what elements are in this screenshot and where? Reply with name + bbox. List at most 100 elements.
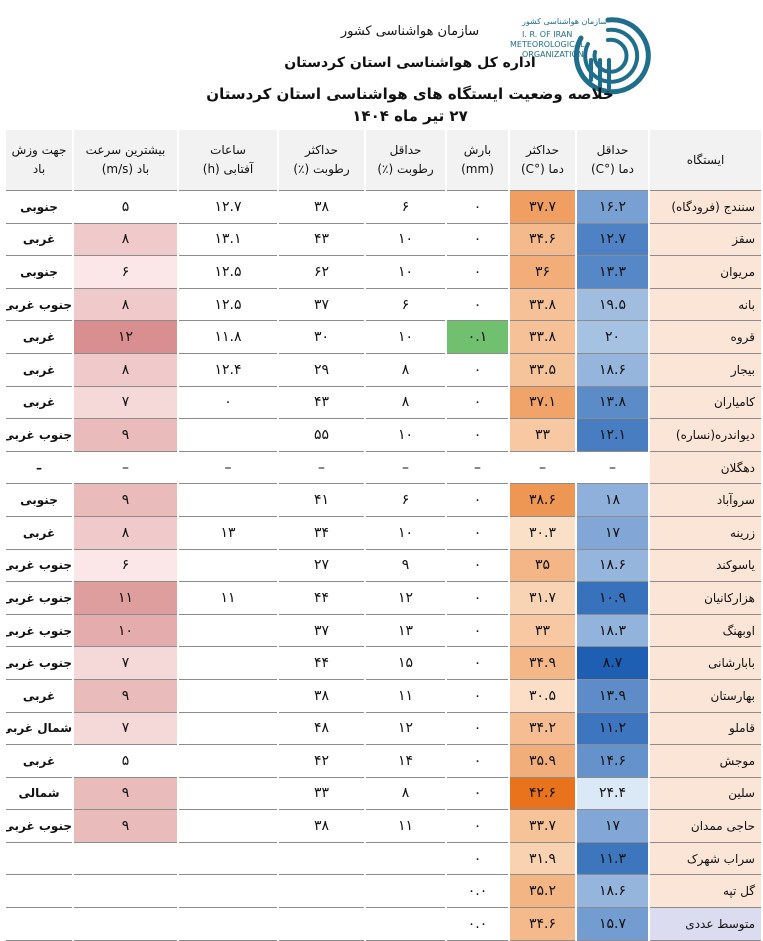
rain-cell: ۰	[445, 549, 509, 583]
min-humidity-cell: ۱۰	[364, 223, 446, 257]
col-max-humidity: حداکثر رطوبت (٪)	[277, 130, 365, 191]
sunshine-cell: –	[177, 451, 278, 485]
table-row: زرینه ۱۷ ۳۰.۳ ۰ ۱۰ ۳۴ ۱۳ ۸ غربی	[4, 516, 761, 550]
station-cell: متوسط عددی	[648, 907, 761, 941]
rain-cell: –	[445, 451, 509, 485]
max-wind-cell: ۷	[72, 646, 178, 680]
max-temp-cell: ۳۵.۹	[508, 744, 576, 778]
min-temp-cell: ۱۸.۶	[575, 874, 649, 909]
col-min-temp: حداقل دما (°C)	[575, 130, 649, 191]
max-humidity-cell: ۳۸	[277, 679, 365, 713]
table-row: موجش ۱۴.۶ ۳۵.۹ ۰ ۱۴ ۴۲ ۵ غربی	[4, 744, 761, 778]
max-humidity-cell: ۴۸	[277, 712, 365, 746]
rain-cell: ۰	[445, 581, 509, 615]
rain-cell: ۰	[445, 842, 509, 876]
min-humidity-cell: ۱۱	[364, 809, 446, 843]
max-humidity-cell: ۳۰	[277, 320, 365, 354]
max-wind-cell: –	[72, 451, 178, 485]
max-humidity-cell: ۴۳	[277, 223, 365, 257]
min-temp-cell: ۱۳.۹	[575, 679, 649, 713]
sunshine-cell: ۱۲.۷	[177, 190, 278, 224]
max-wind-cell	[72, 907, 178, 941]
sunshine-cell	[177, 646, 278, 680]
table-row: گل تپه ۱۸.۶ ۳۵.۲ ۰.۰	[4, 874, 761, 909]
station-cell: بیجار	[648, 353, 761, 387]
rain-cell: ۰	[445, 353, 509, 387]
max-wind-cell: ۹	[72, 679, 178, 713]
min-humidity-cell: ۱۰	[364, 320, 446, 354]
wind-direction-cell: جنوبی	[4, 255, 73, 289]
min-temp-cell: ۱۳.۸	[575, 386, 649, 420]
rain-cell: ۰	[445, 516, 509, 550]
max-temp-cell: ۳۳	[508, 614, 576, 648]
max-wind-cell	[72, 842, 178, 876]
max-temp-cell: ۳۳	[508, 418, 576, 452]
sunshine-cell	[177, 874, 278, 909]
table-row: سروآباد ۱۸ ۳۸.۶ ۰ ۶ ۴۱ ۹ جنوبی	[4, 483, 761, 517]
min-humidity-cell: ۶	[364, 190, 446, 224]
max-temp-cell: ۳۴.۹	[508, 646, 576, 680]
station-cell: حاجی ممدان	[648, 809, 761, 843]
min-humidity-cell: ۶	[364, 483, 446, 517]
max-temp-cell: ۳۷.۷	[508, 190, 576, 224]
min-temp-cell: ۱۴.۶	[575, 744, 649, 778]
table-row: بابارشانی ۸.۷ ۳۴.۹ ۰ ۱۵ ۴۴ ۷ جنوب غربی	[4, 646, 761, 680]
max-temp-cell: ۳۰.۳	[508, 516, 576, 550]
wind-direction-cell: جنوب غربی	[4, 581, 73, 615]
max-temp-cell: ۳۴.۶	[508, 907, 576, 941]
max-temp-cell: ۳۳.۸	[508, 288, 576, 322]
table-header-row: ایستگاه حداقل دما (°C) حداکثر دما (°C) بار…	[4, 130, 761, 191]
station-summary-table: ایستگاه حداقل دما (°C) حداکثر دما (°C) بار…	[4, 130, 761, 941]
max-wind-cell: ۷	[72, 386, 178, 420]
table-row: قاملو ۱۱.۲ ۳۴.۲ ۰ ۱۲ ۴۸ ۷ شمال غربی	[4, 712, 761, 746]
min-humidity-cell: ۱۲	[364, 581, 446, 615]
min-humidity-cell: ۱۳	[364, 614, 446, 648]
max-humidity-cell	[277, 842, 365, 876]
report-title: خلاصه وضعیت ایستگاه های هواشناسی استان ک…	[206, 85, 614, 103]
max-wind-cell: ۶	[72, 255, 178, 289]
station-cell: کامیاران	[648, 386, 761, 420]
min-humidity-cell	[364, 874, 446, 909]
table-row: قروه ۲۰ ۳۳.۸ ۰.۱ ۱۰ ۳۰ ۱۱.۸ ۱۲ غربی	[4, 320, 761, 354]
station-cell: سقز	[648, 223, 761, 257]
wind-direction-cell: جنوب غربی	[4, 614, 73, 648]
rain-cell: ۰.۱	[445, 320, 509, 354]
wind-direction-cell: غربی	[4, 320, 73, 354]
min-temp-cell: ۱۲.۷	[575, 223, 649, 257]
table-row: دیواندره(نساره) ۱۲.۱ ۳۳ ۰ ۱۰ ۵۵ ۹ جنوب غربی	[4, 418, 761, 452]
report-header: سازمان هواشناسی کشور I. R. OF IRAN METEO…	[0, 0, 763, 130]
sunshine-cell	[177, 842, 278, 876]
max-temp-cell: ۳۳.۸	[508, 320, 576, 354]
max-humidity-cell: ۳۷	[277, 288, 365, 322]
max-humidity-cell: ۴۳	[277, 386, 365, 420]
max-humidity-cell	[277, 874, 365, 909]
rain-cell: ۰	[445, 418, 509, 452]
report-date: ۲۷ تیر ماه ۱۴۰۴	[352, 107, 468, 125]
station-cell: بابارشانی	[648, 646, 761, 680]
max-wind-cell: ۱۲	[72, 320, 178, 354]
min-temp-cell: ۱۸.۳	[575, 614, 649, 648]
rain-cell: ۰	[445, 483, 509, 517]
sunshine-cell	[177, 809, 278, 843]
min-humidity-cell: ۶	[364, 288, 446, 322]
station-cell: دهگلان	[648, 451, 761, 485]
rain-cell: ۰	[445, 288, 509, 322]
max-humidity-cell: ۲۹	[277, 353, 365, 387]
max-temp-cell: ۳۸.۶	[508, 483, 576, 517]
max-temp-cell: ۳۰.۵	[508, 679, 576, 713]
wind-direction-cell: غربی	[4, 744, 73, 778]
max-temp-cell: ۳۱.۹	[508, 842, 576, 876]
rain-cell: ۰	[445, 255, 509, 289]
col-rain: بارش (mm)	[445, 130, 509, 191]
col-max-wind: بیشترین سرعت باد (m/s)	[72, 130, 178, 191]
table-row: متوسط عددی ۱۵.۷ ۳۴.۶ ۰.۰	[4, 907, 761, 941]
rain-cell: ۰	[445, 744, 509, 778]
min-temp-cell: ۱۹.۵	[575, 288, 649, 322]
min-temp-cell: ۱۵.۷	[575, 907, 649, 941]
col-sunshine: ساعات آفتابی (h)	[177, 130, 278, 191]
max-temp-cell: ۳۴.۶	[508, 223, 576, 257]
sunshine-cell	[177, 418, 278, 452]
max-humidity-cell: ۳۴	[277, 516, 365, 550]
station-cell: سنندج (فرودگاه)	[648, 190, 761, 224]
max-temp-cell: ۳۵	[508, 549, 576, 583]
